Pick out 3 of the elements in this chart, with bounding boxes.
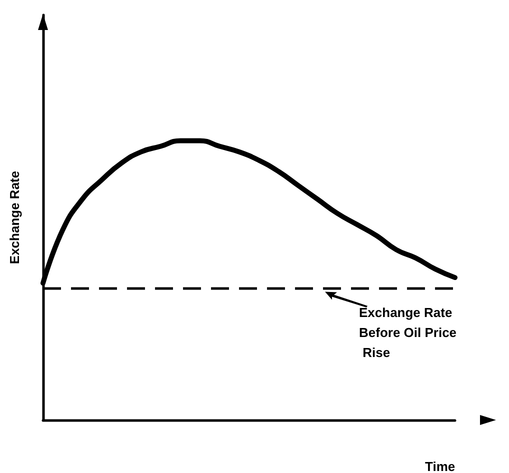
legend-label: Exchange Rate Before Oil Price Rise — [359, 305, 457, 360]
y-axis-title: Exchange Rate — [7, 170, 22, 264]
x-axis-title: Time — [425, 459, 456, 473]
